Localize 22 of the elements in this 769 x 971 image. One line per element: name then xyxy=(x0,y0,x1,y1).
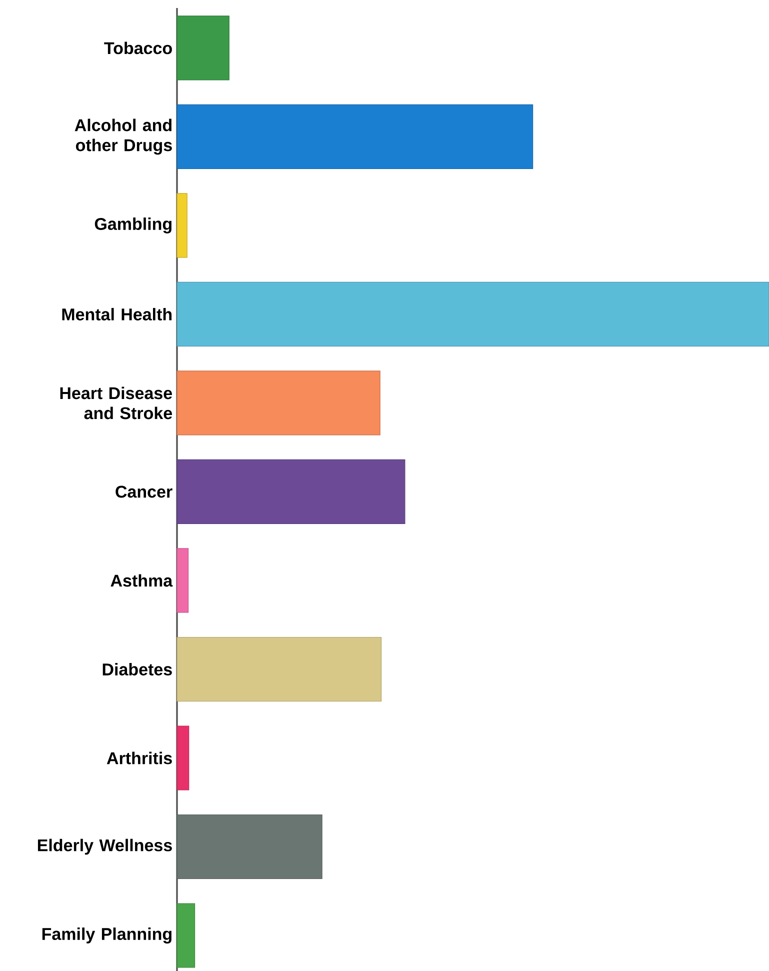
y-tick-label: Family Planning xyxy=(42,928,172,944)
bar xyxy=(176,459,406,524)
bar xyxy=(176,814,322,880)
bar xyxy=(176,726,190,790)
y-tick-label: Cancer xyxy=(116,486,172,498)
y-tick-label: Elderly Wellness xyxy=(38,838,172,855)
bar xyxy=(176,16,230,80)
y-tick-label: Arthritis xyxy=(106,752,172,764)
bar xyxy=(176,636,382,702)
y-tick-label: Diabetes xyxy=(102,662,172,676)
bar xyxy=(176,548,189,613)
y-tick-label: Alcohol and other Drugs xyxy=(74,118,172,155)
y-tick-label: Heart Disease and Stroke xyxy=(60,386,172,420)
bar xyxy=(176,370,380,436)
bar xyxy=(176,282,769,347)
y-tick-label: Tobacco xyxy=(104,42,172,54)
y-tick-label: Gambling xyxy=(94,217,172,234)
bar xyxy=(176,193,188,258)
bar xyxy=(176,903,196,968)
bar xyxy=(176,104,534,170)
y-tick-label: Asthma xyxy=(110,574,173,587)
y-tick-label: Mental Health xyxy=(62,308,172,320)
